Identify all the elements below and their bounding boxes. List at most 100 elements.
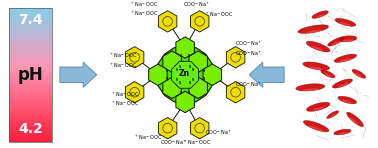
Ellipse shape	[304, 121, 329, 132]
Bar	[9, 74, 52, 75]
Text: N: N	[179, 65, 181, 69]
Bar	[9, 9, 52, 10]
Bar	[9, 79, 52, 80]
Ellipse shape	[312, 107, 325, 111]
Polygon shape	[149, 64, 167, 85]
Bar	[9, 113, 52, 114]
Ellipse shape	[316, 14, 325, 18]
Ellipse shape	[352, 69, 366, 78]
Ellipse shape	[311, 46, 324, 51]
Bar	[9, 118, 52, 119]
Text: $^+$Na$^-$OOC: $^+$Na$^-$OOC	[111, 99, 139, 108]
Ellipse shape	[321, 70, 335, 78]
Bar	[9, 45, 52, 46]
Bar	[9, 72, 52, 73]
Polygon shape	[156, 46, 214, 104]
Text: COO$^-$Na$^+$: COO$^-$Na$^+$	[235, 49, 262, 58]
Bar	[9, 68, 52, 69]
Bar	[9, 38, 52, 39]
Bar	[9, 37, 52, 38]
Bar	[9, 114, 52, 115]
Bar	[9, 130, 52, 131]
Ellipse shape	[338, 83, 349, 87]
Bar	[9, 78, 52, 79]
Bar	[9, 25, 52, 26]
Bar	[9, 99, 52, 100]
Polygon shape	[226, 82, 245, 103]
Ellipse shape	[303, 88, 319, 91]
Bar	[9, 14, 52, 15]
Bar	[9, 133, 52, 134]
Ellipse shape	[349, 117, 358, 125]
Polygon shape	[176, 37, 194, 58]
Bar	[9, 20, 52, 21]
Text: N: N	[202, 69, 205, 73]
Bar	[9, 22, 52, 23]
Bar	[9, 39, 52, 40]
Bar	[9, 12, 52, 13]
Bar	[9, 132, 52, 133]
Bar	[9, 50, 52, 51]
Bar	[9, 24, 52, 25]
Bar	[9, 18, 52, 19]
Bar	[9, 136, 52, 137]
Bar	[9, 75, 52, 76]
Text: N: N	[180, 91, 183, 95]
Bar	[9, 137, 52, 138]
Bar	[9, 21, 52, 22]
Ellipse shape	[342, 39, 353, 41]
Text: N: N	[188, 54, 190, 58]
Bar	[9, 47, 52, 48]
Bar	[9, 64, 52, 65]
Bar	[9, 125, 52, 126]
Bar	[9, 32, 52, 33]
Ellipse shape	[332, 79, 353, 88]
Bar	[9, 135, 52, 136]
Text: pH: pH	[18, 66, 43, 84]
Polygon shape	[203, 64, 222, 85]
Bar	[9, 103, 52, 104]
Text: 7.4: 7.4	[19, 13, 43, 27]
Text: N: N	[192, 78, 194, 82]
Bar	[9, 30, 52, 31]
Ellipse shape	[306, 41, 330, 52]
Ellipse shape	[324, 73, 331, 77]
Bar	[9, 36, 52, 37]
Ellipse shape	[308, 66, 323, 70]
Text: N: N	[192, 68, 194, 72]
Bar	[9, 97, 52, 98]
Text: N: N	[166, 77, 168, 81]
Text: $^+$Na$^-$OOC: $^+$Na$^-$OOC	[130, 0, 158, 9]
Bar	[9, 127, 52, 128]
Bar	[9, 80, 52, 81]
Ellipse shape	[338, 132, 347, 135]
Bar	[9, 134, 52, 135]
Bar	[9, 63, 52, 64]
Bar	[9, 92, 52, 93]
Bar	[9, 65, 52, 66]
Bar	[9, 105, 52, 106]
Bar	[9, 67, 52, 68]
Ellipse shape	[335, 18, 356, 26]
Bar	[9, 33, 52, 34]
Ellipse shape	[334, 129, 351, 135]
Bar	[9, 95, 52, 96]
Bar	[9, 40, 52, 41]
Text: N: N	[166, 69, 168, 73]
Polygon shape	[226, 47, 245, 68]
Polygon shape	[125, 47, 144, 68]
Text: N: N	[189, 81, 191, 85]
Bar	[9, 15, 52, 16]
Text: COO$^-$Na$^+$: COO$^-$Na$^+$	[206, 129, 233, 137]
Text: $^+$Na$^-$OOC: $^+$Na$^-$OOC	[130, 9, 158, 18]
Polygon shape	[125, 82, 144, 103]
Text: N: N	[188, 91, 190, 95]
Bar	[9, 53, 52, 54]
Bar	[9, 88, 52, 89]
Ellipse shape	[328, 37, 344, 46]
Ellipse shape	[308, 126, 322, 131]
Bar	[9, 128, 52, 129]
Bar	[9, 131, 52, 132]
Ellipse shape	[355, 73, 362, 77]
Bar	[9, 102, 52, 103]
